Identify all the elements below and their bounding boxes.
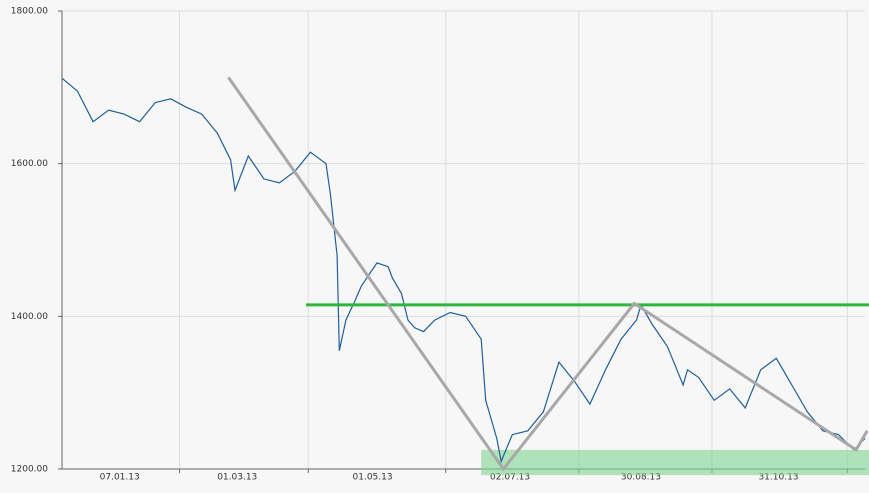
x-tick-label: 02.07.13 xyxy=(490,473,530,483)
plot-area xyxy=(62,11,865,469)
x-tick-label: 30.08.13 xyxy=(621,473,661,483)
y-tick-label: 1800.00 xyxy=(11,7,48,17)
x-tick-label: 07.01.13 xyxy=(100,473,140,483)
y-tick-label: 1600.00 xyxy=(11,159,48,169)
x-tick-label: 01.05.13 xyxy=(353,473,393,483)
x-tick-label: 31.10.13 xyxy=(758,473,798,483)
y-tick-label: 1400.00 xyxy=(11,312,48,322)
y-tick-label: 1200.00 xyxy=(11,465,48,475)
x-tick-label: 01.03.13 xyxy=(217,473,257,483)
price-line xyxy=(61,77,866,464)
support-band xyxy=(481,449,869,476)
trend-line xyxy=(227,76,869,472)
